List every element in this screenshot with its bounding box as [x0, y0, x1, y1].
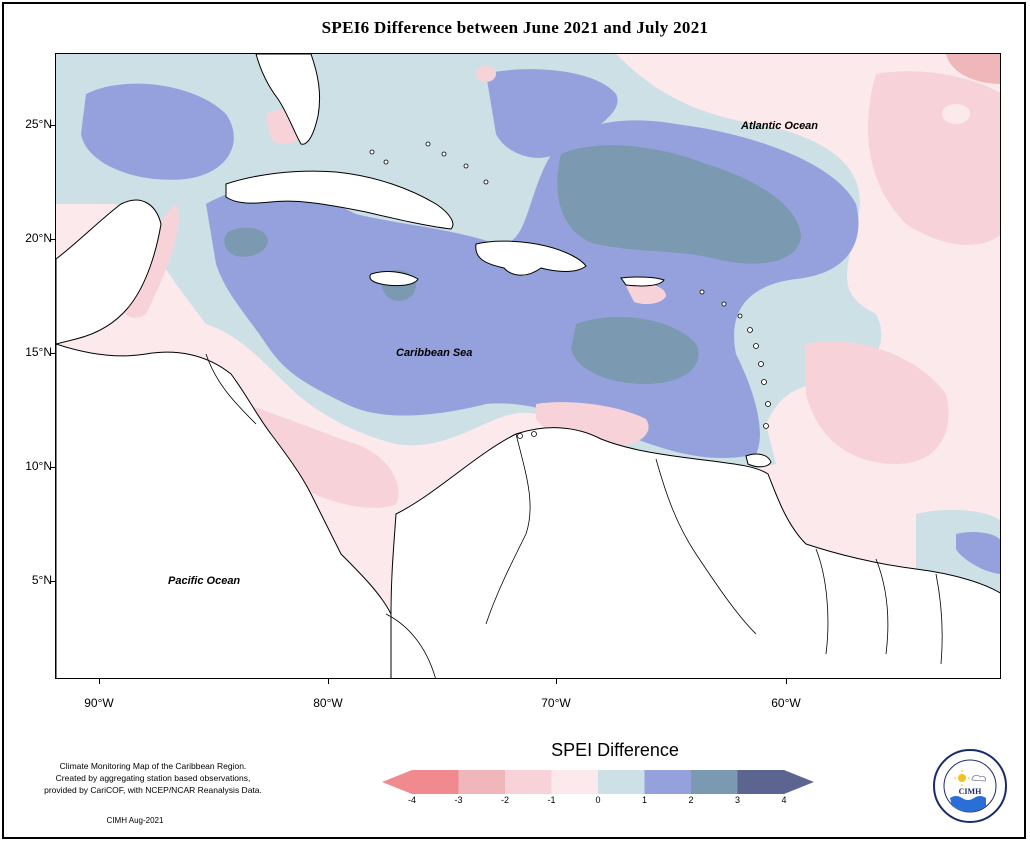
- florida: [255, 54, 321, 145]
- legend-tick-label: 2: [688, 795, 694, 805]
- jamaica: [369, 271, 419, 287]
- lon-label: 80°W: [313, 696, 343, 710]
- caribbean-sea-label: Caribbean Sea: [396, 347, 473, 359]
- spei-field: [56, 54, 1000, 678]
- legend-tick-label: 4: [781, 795, 787, 805]
- zone-pos2-gulf: [81, 83, 234, 180]
- hispaniola: [475, 240, 587, 276]
- legend-swatch: [412, 770, 459, 794]
- legend-tick-label: -2: [500, 795, 509, 805]
- zone-pos2-bahamas-arm: [486, 69, 618, 158]
- central-america: [56, 343, 392, 678]
- lat-tick: [50, 467, 55, 468]
- legend-swatch: [458, 770, 506, 794]
- zone-pos3-atlantic: [557, 145, 801, 264]
- lat-tick: [50, 353, 55, 354]
- legend-swatch: [644, 770, 692, 794]
- lon-label: 70°W: [541, 696, 571, 710]
- credit-line: provided by CariCOF, with NCEP/NCAR Rean…: [44, 785, 262, 795]
- legend-swatch: [737, 770, 785, 794]
- zone-pos3-west: [224, 227, 268, 257]
- cuba: [225, 170, 454, 230]
- lat-label: 15°N: [25, 345, 52, 359]
- sun-icon: [958, 774, 966, 782]
- legend-tick-label: -4: [407, 795, 416, 805]
- lat-label: 10°N: [25, 459, 52, 473]
- borders: [205, 353, 943, 678]
- zone-pos3-csea: [571, 316, 699, 384]
- legend-swatch: [691, 770, 738, 794]
- puerto-rico: [620, 276, 665, 287]
- lat-tick: [50, 239, 55, 240]
- trinidad: [745, 453, 772, 468]
- zone-neg2-e: [806, 341, 949, 464]
- legend-swatch: [551, 770, 599, 794]
- zone-pos2-east: [956, 532, 1000, 574]
- small-islands: [369, 141, 771, 439]
- legend-arrow-left: [382, 770, 412, 794]
- map-title: SPEI6 Difference between June 2021 and J…: [321, 18, 709, 37]
- lat-label: 5°N: [31, 573, 52, 587]
- cloud-icon: [971, 774, 986, 782]
- zone-neg2-atlantic: [942, 104, 970, 124]
- credit-line: Climate Monitoring Map of the Caribbean …: [59, 761, 247, 771]
- legend-arrow-right: [784, 770, 814, 794]
- atlantic-ocean-label: Atlantic Ocean: [741, 120, 819, 132]
- lon-label: 90°W: [84, 696, 114, 710]
- zone-neg2-bahamas: [476, 66, 496, 82]
- legend-swatch: [505, 770, 552, 794]
- logo-acronym: CIMH: [959, 787, 982, 796]
- yucatan-mexico: [56, 199, 162, 345]
- map-panel[interactable]: Atlantic Ocean Caribbean Sea Pacific Oce…: [55, 53, 1001, 679]
- lon-tick: [99, 679, 100, 684]
- lat-label: 20°N: [25, 231, 52, 245]
- lon-tick: [786, 679, 787, 684]
- credit-line: Created by aggregating station based obs…: [55, 773, 251, 783]
- legend-tick-label: 3: [734, 795, 740, 805]
- zone-neg3-ne-corner: [946, 54, 1000, 84]
- credit-date: CIMH Aug-2021: [106, 816, 164, 825]
- lat-label: 25°N: [25, 117, 52, 131]
- pacific-ocean-label: Pacific Ocean: [168, 575, 241, 587]
- zone-neg2-puerto-rico: [626, 283, 666, 304]
- lon-label: 60°W: [771, 696, 801, 710]
- legend-colorbar: [382, 770, 814, 794]
- legend-swatch: [598, 770, 645, 794]
- lon-tick: [556, 679, 557, 684]
- lat-tick: [50, 581, 55, 582]
- legend-tick-label: -1: [547, 795, 556, 805]
- legend-tick-label: 1: [641, 795, 647, 805]
- zone-neg2-central-america: [241, 404, 399, 508]
- legend-tick-label: -3: [454, 795, 463, 805]
- cimh-logo: CIMH: [933, 749, 1007, 823]
- lat-tick: [50, 125, 55, 126]
- water-icon: [950, 796, 986, 812]
- legend-tick-label: 0: [595, 795, 601, 805]
- lon-tick: [328, 679, 329, 684]
- legend-title: SPEI Difference: [551, 740, 679, 760]
- credits-text: Climate Monitoring Map of the Caribbean …: [22, 760, 284, 796]
